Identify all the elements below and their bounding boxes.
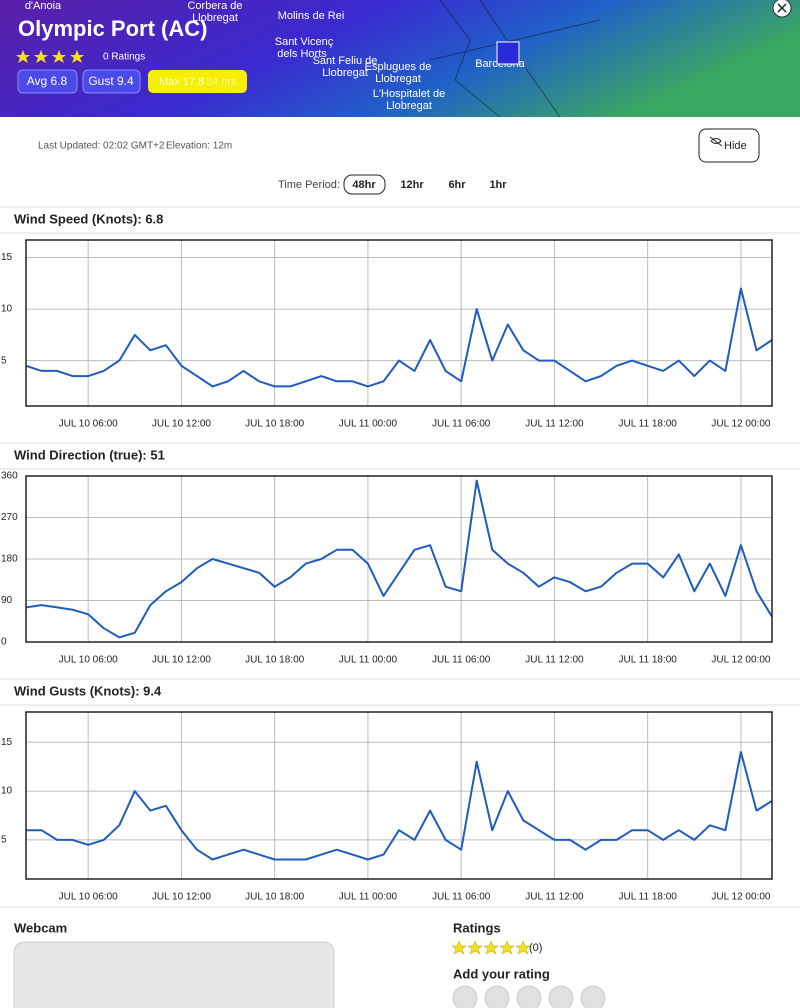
- period-option[interactable]: 6hr: [448, 179, 466, 191]
- y-tick-label: 180: [1, 554, 18, 565]
- y-tick-label: 0: [1, 637, 7, 648]
- map-label: d'Anoia: [25, 0, 62, 12]
- avg-text: Avg 6.8: [27, 74, 68, 88]
- map-label: L'Hospitalet de: [373, 88, 445, 100]
- x-tick-label: JUL 11 12:00: [525, 419, 584, 430]
- map-label: Llobregat: [192, 12, 238, 24]
- x-tick-label: JUL 11 12:00: [525, 892, 584, 903]
- y-tick-label: 5: [1, 355, 7, 366]
- add-rating-title: Add your rating: [453, 966, 550, 981]
- max-period: 24 hrs: [206, 76, 237, 88]
- x-tick-label: JUL 11 18:00: [618, 892, 677, 903]
- ratings-count: 0 Ratings: [103, 52, 145, 63]
- station-title: Olympic Port (AC): [18, 16, 207, 41]
- period-option[interactable]: 1hr: [489, 179, 507, 191]
- chart-title: Wind Speed (Knots): 6.8: [14, 211, 163, 226]
- rating-stars: [16, 50, 84, 63]
- y-tick-label: 90: [1, 595, 13, 606]
- gust-badge: [82, 69, 141, 94]
- data-line: [25, 479, 773, 639]
- map-label: Sant Feliu de: [313, 55, 378, 67]
- max-badge: [148, 70, 247, 93]
- plot-frame: [25, 239, 773, 407]
- map-label: Molins de Rei: [278, 10, 345, 22]
- x-tick-label: JUL 10 12:00: [152, 655, 212, 666]
- x-tick-label: JUL 10 12:00: [152, 892, 212, 903]
- plot-frame: [25, 475, 773, 643]
- y-tick-label: 5: [1, 835, 7, 846]
- x-tick-label: JUL 10 06:00: [59, 655, 119, 666]
- elevation: Elevation: 12m: [166, 141, 232, 152]
- x-tick-label: JUL 10 06:00: [59, 892, 119, 903]
- rating-input[interactable]: [452, 985, 606, 1008]
- x-tick-label: JUL 11 00:00: [339, 419, 398, 430]
- x-tick-label: JUL 12 00:00: [711, 892, 771, 903]
- x-tick-label: JUL 11 00:00: [339, 655, 398, 666]
- webcam-title: Webcam: [14, 920, 67, 935]
- x-tick-label: JUL 10 12:00: [152, 419, 212, 430]
- map-label: Sant Vicenç: [275, 36, 334, 48]
- map-roads: [429, 0, 601, 118]
- x-tick-label: JUL 12 00:00: [711, 419, 771, 430]
- hide-text: Hide: [724, 140, 747, 152]
- map-label: Llobregat: [322, 67, 368, 79]
- time-period-label: Time Period:: [278, 179, 340, 191]
- ratings-count: (0): [529, 942, 542, 954]
- y-tick-label: 270: [1, 512, 18, 523]
- webcam-image: [13, 941, 335, 1008]
- x-tick-label: JUL 10 18:00: [245, 655, 305, 666]
- x-tick-label: JUL 11 06:00: [432, 419, 491, 430]
- y-tick-label: 10: [1, 304, 13, 315]
- last-updated: Last Updated: 02:02 GMT+2: [38, 141, 165, 152]
- y-tick-label: 15: [1, 737, 13, 748]
- ratings-title: Ratings: [453, 920, 501, 935]
- hide-button[interactable]: [698, 128, 760, 163]
- header-map: [0, 0, 800, 117]
- chart-title: Wind Gusts (Knots): 9.4: [14, 683, 162, 698]
- x-tick-label: JUL 11 06:00: [432, 892, 491, 903]
- avg-badge: [17, 69, 78, 94]
- x-tick-label: JUL 11 12:00: [525, 655, 584, 666]
- location-marker[interactable]: [496, 41, 520, 65]
- x-tick-label: JUL 11 18:00: [618, 655, 677, 666]
- map-label: Esplugues de: [365, 61, 432, 73]
- y-tick-label: 15: [1, 252, 13, 263]
- x-tick-label: JUL 10 18:00: [245, 419, 305, 430]
- map-label: dels Horts: [277, 48, 327, 60]
- x-tick-label: JUL 11 18:00: [618, 419, 677, 430]
- y-tick-label: 360: [1, 471, 18, 482]
- plot-frame: [25, 711, 773, 880]
- x-tick-label: JUL 11 06:00: [432, 655, 491, 666]
- max-text: Max 17.8: [159, 76, 204, 88]
- map-label: Corbera de: [187, 0, 242, 12]
- data-line: [25, 287, 773, 388]
- x-tick-label: JUL 10 18:00: [245, 892, 305, 903]
- period-option[interactable]: 48hr: [352, 179, 376, 191]
- data-line: [26, 751, 773, 861]
- close-icon: [777, 3, 787, 13]
- period-selected: [343, 174, 386, 195]
- hide-icon: [709, 136, 723, 147]
- map-label: Llobregat: [386, 100, 432, 112]
- chart-title: Wind Direction (true): 51: [14, 447, 165, 462]
- map-label: Llobregat: [375, 73, 421, 85]
- x-tick-label: JUL 10 06:00: [59, 419, 119, 430]
- gust-text: Gust 9.4: [88, 74, 134, 88]
- rating-stars-small: [451, 940, 531, 955]
- period-option[interactable]: 12hr: [400, 179, 424, 191]
- x-tick-label: JUL 11 00:00: [339, 892, 398, 903]
- y-tick-label: 10: [1, 786, 13, 797]
- x-tick-label: JUL 12 00:00: [711, 655, 771, 666]
